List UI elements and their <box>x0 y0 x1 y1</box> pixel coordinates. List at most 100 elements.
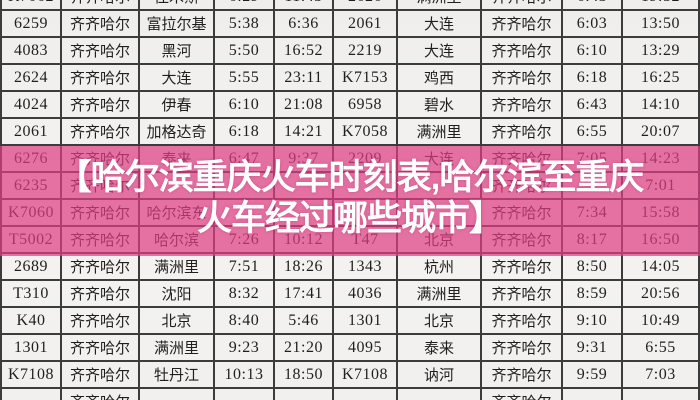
arrive-time-cell: 18:50 <box>275 362 334 389</box>
table-row: 齐齐哈尔 齐齐哈尔 <box>0 389 700 400</box>
origin-cell: 满洲里 <box>398 0 482 11</box>
overlay-title-line2: 火车经过哪些城市】 <box>196 199 504 238</box>
table-row: 4083 齐齐哈尔 黑河 5:50 16:52 2219 大连 齐齐哈尔 6:10 13:29 <box>0 38 700 65</box>
origin-cell: 碧水 <box>398 92 482 119</box>
train-no-cell: K7062 <box>0 0 62 11</box>
train-no-cell: 1301 <box>0 335 62 362</box>
train-no-cell <box>334 389 398 400</box>
depart-time-cell: 9:23 <box>215 335 275 362</box>
arrive-time-cell: 5:46 <box>275 308 334 335</box>
train-no-cell: K7108 <box>334 362 398 389</box>
table-row: K7062齐齐哈尔佳木斯6:2911:432626满洲里齐齐哈尔6:4319:5… <box>0 0 700 11</box>
arrive-time-cell: 6:55 <box>623 335 700 362</box>
origin-cell: 大连 <box>398 38 482 65</box>
arrive-time-cell: 11:43 <box>275 0 334 11</box>
arrive-time-cell: 16:52 <box>275 38 334 65</box>
origin-cell: 齐齐哈尔 <box>62 92 140 119</box>
train-no-cell: 4024 <box>0 92 62 119</box>
arrive-time-cell: 6:36 <box>275 11 334 38</box>
depart-time-cell: 6:18 <box>563 65 623 92</box>
origin-cell: 齐齐哈尔 <box>62 281 140 308</box>
origin-cell: 杭州 <box>398 254 482 281</box>
train-no-cell: 2626 <box>334 0 398 11</box>
arrive-time-cell: 13:29 <box>623 38 700 65</box>
depart-time-cell: 8:59 <box>563 281 623 308</box>
train-no-cell: K7108 <box>0 362 62 389</box>
arrive-time-cell: 10:49 <box>623 308 700 335</box>
origin-cell: 鸡西 <box>398 65 482 92</box>
pink-overlay-banner <box>0 146 700 256</box>
train-no-cell: 2061 <box>0 119 62 146</box>
depart-time-cell: 5:50 <box>215 38 275 65</box>
arrive-time-cell: 7:03 <box>623 362 700 389</box>
arrive-time-cell: 23:11 <box>275 65 334 92</box>
origin-cell: 满洲里 <box>398 119 482 146</box>
depart-time-cell: 6:43 <box>563 92 623 119</box>
arrive-time-cell: 18:26 <box>275 254 334 281</box>
destination-cell: 北京 <box>140 308 215 335</box>
arrive-time-cell <box>275 389 334 400</box>
train-no-cell: 6958 <box>334 92 398 119</box>
destination-cell: 佳木斯 <box>140 0 215 11</box>
depart-time-cell: 6:03 <box>563 11 623 38</box>
train-no-cell: 2624 <box>0 65 62 92</box>
train-no-cell: 1301 <box>334 308 398 335</box>
depart-time-cell: 6:55 <box>563 119 623 146</box>
table-row: 1301 齐齐哈尔 满洲里 9:23 21:20 4095 泰来 齐齐哈尔 9:31 6:55 <box>0 335 700 362</box>
train-no-cell: 1343 <box>334 254 398 281</box>
arrive-time-cell: 14:21 <box>275 119 334 146</box>
depart-time-cell: 5:55 <box>215 65 275 92</box>
train-no-cell: 6259 <box>0 11 62 38</box>
origin-cell: 齐齐哈尔 <box>62 362 140 389</box>
destination-cell: 齐齐哈尔 <box>482 335 563 362</box>
depart-time-cell <box>563 389 623 400</box>
origin-cell: 齐齐哈尔 <box>62 0 140 11</box>
train-no-cell: 4036 <box>334 281 398 308</box>
origin-cell: 大连 <box>398 11 482 38</box>
destination-cell: 齐齐哈尔 <box>482 308 563 335</box>
origin-cell: 齐齐哈尔 <box>62 65 140 92</box>
depart-time-cell: 6:18 <box>215 119 275 146</box>
destination-cell: 齐齐哈尔 <box>482 0 563 11</box>
depart-time-cell: 6:29 <box>215 0 275 11</box>
train-no-cell: K7153 <box>334 65 398 92</box>
arrive-time-cell: 20:56 <box>623 281 700 308</box>
destination-cell: 满洲里 <box>140 254 215 281</box>
origin-cell: 齐齐哈尔 <box>62 11 140 38</box>
destination-cell: 黑河 <box>140 38 215 65</box>
destination-cell: 齐齐哈尔 <box>482 11 563 38</box>
destination-cell: 齐齐哈尔 <box>482 92 563 119</box>
destination-cell: 大连 <box>140 65 215 92</box>
overlay-title: 【哈尔滨重庆火车时刻表,哈尔滨至重庆 火车经过哪些城市】 <box>0 157 700 239</box>
depart-time-cell: 8:32 <box>215 281 275 308</box>
arrive-time-cell <box>623 389 700 400</box>
train-no-cell: 4083 <box>0 38 62 65</box>
destination-cell: 富拉尔基 <box>140 11 215 38</box>
table-row: 2624 齐齐哈尔 大连 5:55 23:11 K7153 鸡西 齐齐哈尔 6:18 16:25 <box>0 65 700 92</box>
depart-time-cell: 5:38 <box>215 11 275 38</box>
destination-cell: 牡丹江 <box>140 362 215 389</box>
train-no-cell: T310 <box>0 281 62 308</box>
table-row: 6259 齐齐哈尔 富拉尔基 5:38 6:36 2061 大连 齐齐哈尔 6:03 13:50 <box>0 11 700 38</box>
arrive-time-cell: 16:25 <box>623 65 700 92</box>
depart-time-cell: 7:51 <box>215 254 275 281</box>
origin-cell: 北京 <box>398 308 482 335</box>
train-no-cell: K40 <box>0 308 62 335</box>
depart-time-cell: 9:31 <box>563 335 623 362</box>
origin-cell: 齐齐哈尔 <box>62 38 140 65</box>
destination-cell: 齐齐哈尔 <box>482 281 563 308</box>
table-row: K7108 齐齐哈尔 牡丹江 10:13 18:50 K7108 讷河 齐齐哈尔 9:59 7:0… <box>0 362 700 389</box>
destination-cell: 齐齐哈尔 <box>482 65 563 92</box>
origin-cell <box>398 389 482 400</box>
depart-time-cell: 8:50 <box>563 254 623 281</box>
train-no-cell: K7058 <box>334 119 398 146</box>
depart-time-cell: 9:59 <box>563 362 623 389</box>
arrive-time-cell: 19:52 <box>623 0 700 11</box>
depart-time-cell: 10:13 <box>215 362 275 389</box>
table-row: K40 齐齐哈尔 北京 8:40 5:46 1301 北京 齐齐哈尔 9:10 10:49 <box>0 308 700 335</box>
destination-cell: 沈阳 <box>140 281 215 308</box>
arrive-time-cell: 21:08 <box>275 92 334 119</box>
origin-cell: 齐齐哈尔 <box>62 335 140 362</box>
destination-cell: 齐齐哈尔 <box>482 389 563 400</box>
